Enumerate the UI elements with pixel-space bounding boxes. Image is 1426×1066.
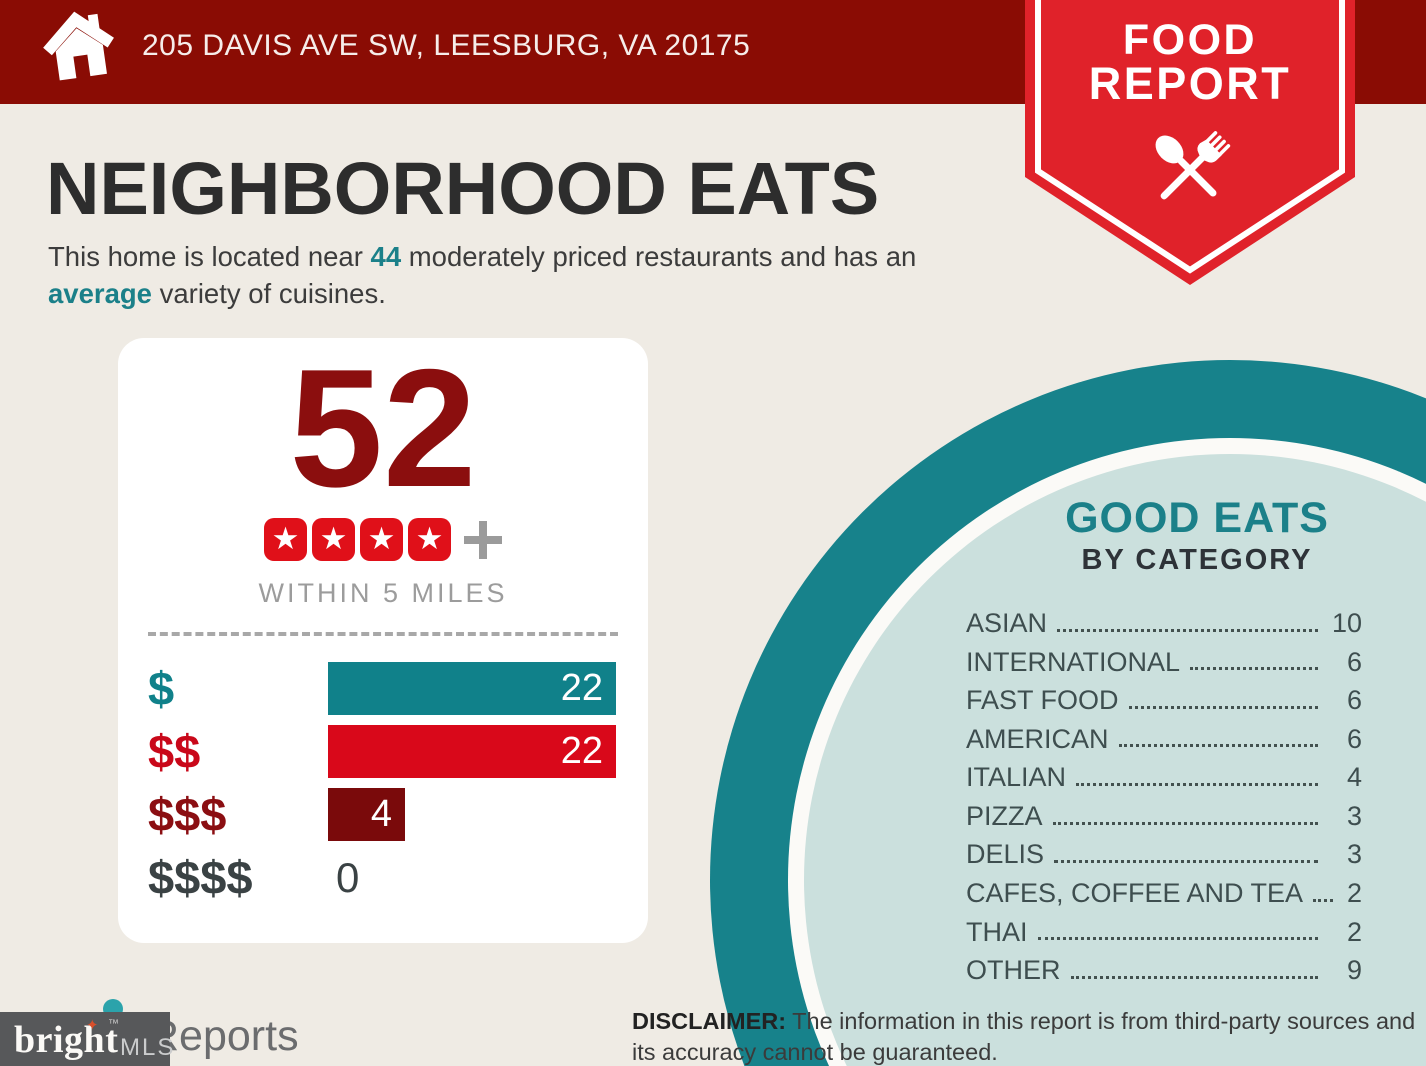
food-report-badge	[1025, 0, 1355, 285]
price-level-label: $$	[148, 725, 201, 778]
star-icon: ★	[264, 518, 307, 561]
category-row: OTHER 9	[966, 947, 1362, 986]
intro-part2: moderately priced restaurants and has an	[401, 241, 917, 272]
badge-line1: FOOD	[1122, 16, 1258, 64]
bar-value: 22	[560, 667, 603, 709]
category-count: 10	[1331, 607, 1362, 638]
category-row: CAFES, COFFEE AND TEA 2	[966, 870, 1362, 909]
category-row: THAI 2	[966, 909, 1362, 948]
plus-icon	[464, 520, 502, 559]
category-row: AMERICAN 6	[966, 716, 1362, 755]
category-label: CAFES, COFFEE AND TEA	[966, 878, 1304, 909]
dashed-divider	[148, 632, 618, 636]
category-count: 2	[1346, 916, 1362, 947]
category-count: 6	[1346, 685, 1362, 716]
home-icon	[43, 11, 114, 81]
category-label: ITALIAN	[966, 762, 1067, 793]
dotted-leader	[1076, 782, 1318, 786]
category-row: INTERNATIONAL 6	[966, 639, 1362, 678]
reports-watermark: Reports	[148, 1012, 299, 1060]
category-row: FAST FOOD 6	[966, 677, 1362, 716]
star-icon: ★	[360, 518, 403, 561]
property-address: 205 DAVIS AVE SW, LEESBURG, VA 20175	[142, 29, 751, 62]
category-count: 9	[1346, 955, 1362, 986]
category-count: 6	[1346, 723, 1362, 754]
price-level-label: $$$	[148, 788, 227, 841]
category-count: 3	[1346, 800, 1362, 831]
bright-mls-logo: bright ✦ ™ MLS	[0, 1012, 173, 1066]
bar: 4	[328, 788, 405, 841]
bar-value: 4	[370, 793, 392, 835]
dotted-leader	[1054, 860, 1318, 864]
bright-wordmark: bright	[14, 1019, 119, 1061]
good-eats-subtitle: BY CATEGORY	[1081, 544, 1313, 576]
intro-sentence: This home is located near 44 moderately …	[48, 238, 968, 312]
restaurant-score: 52	[289, 334, 477, 522]
category-row: ASIAN 10	[966, 600, 1362, 639]
price-bar-row: $22	[148, 662, 618, 715]
category-label: FAST FOOD	[966, 685, 1119, 716]
star-icon: ★	[312, 518, 355, 561]
category-count: 4	[1346, 762, 1362, 793]
restaurant-count: 44	[370, 241, 402, 272]
bar-value: 22	[560, 730, 603, 772]
category-label: OTHER	[966, 955, 1061, 986]
intro-part1: This home is located near	[48, 241, 371, 272]
dotted-leader	[1070, 975, 1318, 979]
category-row: PIZZA 3	[966, 793, 1362, 832]
disclaimer-text: The information in this report is from t…	[632, 1008, 1416, 1065]
category-label: PIZZA	[966, 800, 1043, 831]
category-count: 2	[1346, 878, 1362, 909]
star-icon: ★	[408, 518, 451, 561]
restaurant-score-card: 52 ★ ★ ★ ★ WITHIN 5 MILES $22 $$ 22 $$$ 4 $$$$ 0	[118, 338, 648, 943]
star-rating: ★ ★ ★ ★	[118, 518, 648, 561]
dotted-leader	[1128, 705, 1318, 709]
disclaimer-label: DISCLAIMER:	[632, 1008, 787, 1034]
dotted-leader	[1118, 744, 1318, 748]
disclaimer: DISCLAIMER: The information in this repo…	[632, 1006, 1426, 1066]
dotted-leader	[1052, 821, 1318, 825]
trademark-symbol: ™	[108, 1018, 119, 1030]
good-eats-category-list: ASIAN 10 INTERNATIONAL 6 FAST FOOD 6 AMERICAN 6…	[966, 600, 1362, 986]
category-count: 6	[1346, 646, 1362, 677]
spoon-fork-icon	[1155, 131, 1231, 200]
variety-highlight: average	[48, 278, 152, 309]
bar: 22	[328, 725, 616, 778]
good-eats-title: GOOD EATS	[1065, 494, 1329, 542]
dotted-leader	[1057, 628, 1318, 632]
dotted-leader	[1190, 667, 1318, 671]
category-row: ITALIAN 4	[966, 754, 1362, 793]
price-bar-row: $$$$ 0	[148, 851, 618, 904]
category-label: THAI	[966, 916, 1028, 947]
category-label: DELIS	[966, 839, 1045, 870]
dotted-leader	[1313, 898, 1334, 902]
score-caption: WITHIN 5 MILES	[258, 578, 508, 608]
category-row: DELIS 3	[966, 832, 1362, 871]
price-level-bar-chart: $22 $$ 22 $$$ 4 $$$$ 0	[148, 662, 618, 914]
price-level-label: $	[148, 662, 175, 715]
price-bar-row: $$$ 4	[148, 788, 618, 841]
page-title: NEIGHBORHOOD EATS	[46, 147, 880, 230]
badge-line2: REPORT	[1088, 58, 1292, 109]
bright-star-icon: ✦	[86, 1016, 99, 1034]
bar: 22	[328, 662, 616, 715]
intro-part3: variety of cuisines.	[151, 278, 386, 309]
dotted-leader	[1037, 937, 1318, 941]
mls-wordmark: MLS	[120, 1034, 176, 1061]
price-bar-row: $$ 22	[148, 725, 618, 778]
category-label: ASIAN	[966, 607, 1048, 638]
category-count: 3	[1346, 839, 1362, 870]
price-level-label: $$$$	[148, 851, 253, 904]
bar-value-zero: 0	[336, 853, 360, 901]
category-label: INTERNATIONAL	[966, 646, 1181, 677]
category-label: AMERICAN	[966, 723, 1109, 754]
